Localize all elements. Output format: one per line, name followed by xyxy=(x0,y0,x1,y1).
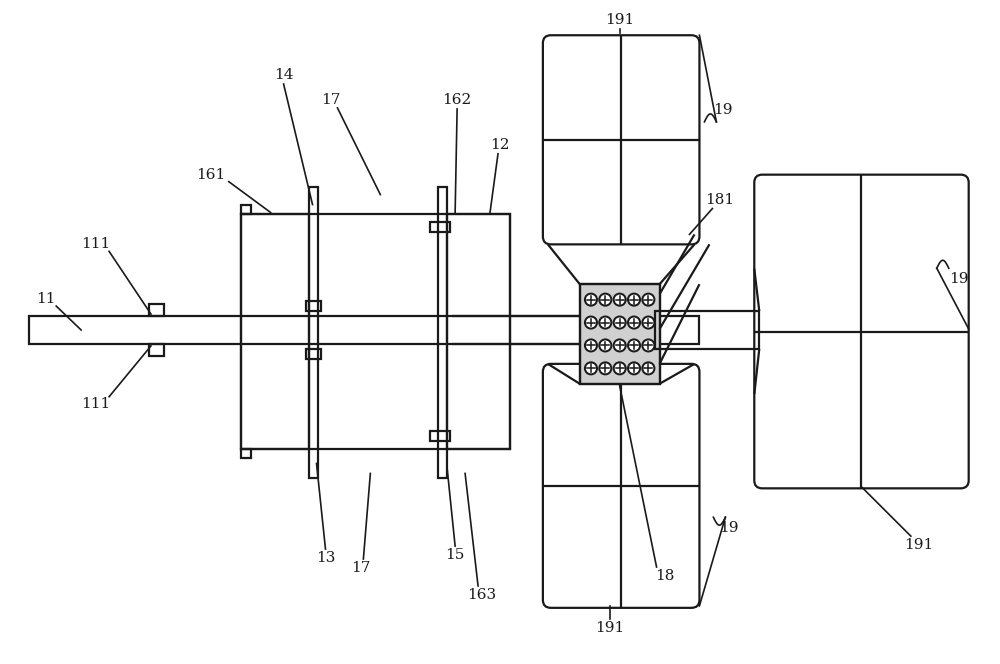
Bar xyxy=(241,214,510,448)
Bar xyxy=(29,316,699,344)
Text: 19: 19 xyxy=(713,103,732,117)
Text: 12: 12 xyxy=(490,138,510,152)
Circle shape xyxy=(642,293,654,305)
Bar xyxy=(447,214,510,448)
Bar xyxy=(241,214,309,448)
Text: 191: 191 xyxy=(605,13,634,27)
Bar xyxy=(241,448,251,458)
Circle shape xyxy=(628,293,640,305)
Bar xyxy=(241,205,251,214)
Text: 191: 191 xyxy=(595,621,624,635)
Circle shape xyxy=(599,317,611,329)
Text: 19: 19 xyxy=(720,521,739,535)
Circle shape xyxy=(585,293,597,305)
Text: 17: 17 xyxy=(321,93,340,107)
Circle shape xyxy=(599,293,611,305)
Circle shape xyxy=(614,339,626,351)
Text: 19: 19 xyxy=(949,272,968,286)
Text: 181: 181 xyxy=(705,193,734,207)
Circle shape xyxy=(642,363,654,374)
Circle shape xyxy=(642,317,654,329)
Circle shape xyxy=(614,317,626,329)
Text: 15: 15 xyxy=(445,548,465,562)
Bar xyxy=(306,301,320,311)
Bar xyxy=(309,187,318,478)
Text: 17: 17 xyxy=(351,561,370,575)
Circle shape xyxy=(585,363,597,374)
Bar xyxy=(580,284,660,384)
Text: 163: 163 xyxy=(467,588,497,602)
Bar xyxy=(149,304,164,316)
Circle shape xyxy=(585,317,597,329)
Text: 14: 14 xyxy=(274,68,293,82)
Text: 11: 11 xyxy=(37,292,56,306)
Bar xyxy=(430,430,450,440)
Bar xyxy=(438,187,447,478)
Bar xyxy=(580,284,660,384)
Bar xyxy=(149,344,164,356)
Text: 111: 111 xyxy=(82,237,111,252)
Circle shape xyxy=(599,339,611,351)
Circle shape xyxy=(628,317,640,329)
Circle shape xyxy=(628,339,640,351)
Circle shape xyxy=(628,363,640,374)
Circle shape xyxy=(585,339,597,351)
Bar xyxy=(655,311,759,349)
Circle shape xyxy=(642,339,654,351)
Circle shape xyxy=(614,363,626,374)
Text: 191: 191 xyxy=(904,538,933,552)
Bar xyxy=(430,222,450,232)
Circle shape xyxy=(599,363,611,374)
Bar xyxy=(306,349,320,359)
Text: 161: 161 xyxy=(196,168,225,182)
Text: 111: 111 xyxy=(82,396,111,411)
Text: 13: 13 xyxy=(316,551,335,565)
Text: 18: 18 xyxy=(655,569,674,583)
Circle shape xyxy=(614,293,626,305)
Text: 162: 162 xyxy=(442,93,472,107)
